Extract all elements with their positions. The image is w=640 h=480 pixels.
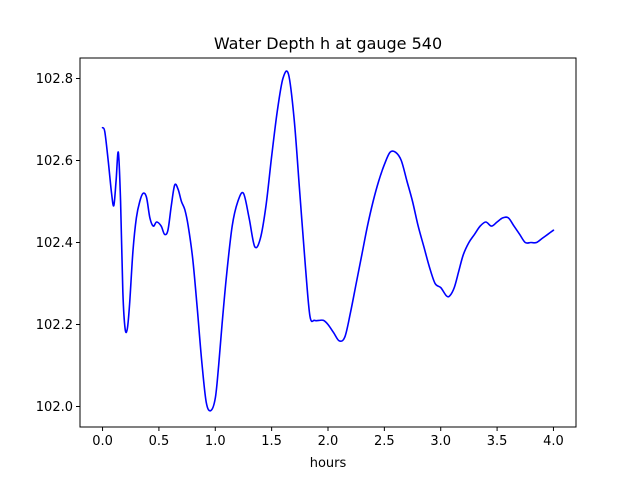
x-tick-label: 2.5 (374, 434, 395, 449)
series-group (101, 70, 555, 412)
axes-frame (79, 57, 577, 428)
x-tick-label: 0.5 (149, 434, 170, 449)
y-tick-label: 102.0 (36, 400, 73, 415)
x-tick-label: 0.0 (92, 434, 113, 449)
x-tick-label: 1.5 (261, 434, 282, 449)
y-tick-label: 102.2 (36, 318, 73, 333)
x-axis-label: hours (310, 456, 347, 471)
x-axis-ticks: 0.0 0.5 1.0 1.5 2.0 2.5 3.0 3.5 4.0 (92, 427, 564, 449)
y-tick-label: 102.6 (36, 154, 73, 169)
x-tick-label: 4.0 (543, 434, 564, 449)
x-tick-label: 2.0 (318, 434, 339, 449)
y-tick-label: 102.4 (36, 236, 73, 251)
chart-title: Water Depth h at gauge 540 (214, 34, 442, 53)
y-tick-label: 102.8 (36, 72, 73, 87)
x-tick-label: 3.0 (430, 434, 451, 449)
x-tick-label: 3.5 (487, 434, 508, 449)
y-axis-ticks: 102.0 102.2 102.4 102.6 102.8 (36, 72, 80, 415)
x-tick-label: 1.0 (205, 434, 226, 449)
series-line-0 (101, 70, 555, 412)
